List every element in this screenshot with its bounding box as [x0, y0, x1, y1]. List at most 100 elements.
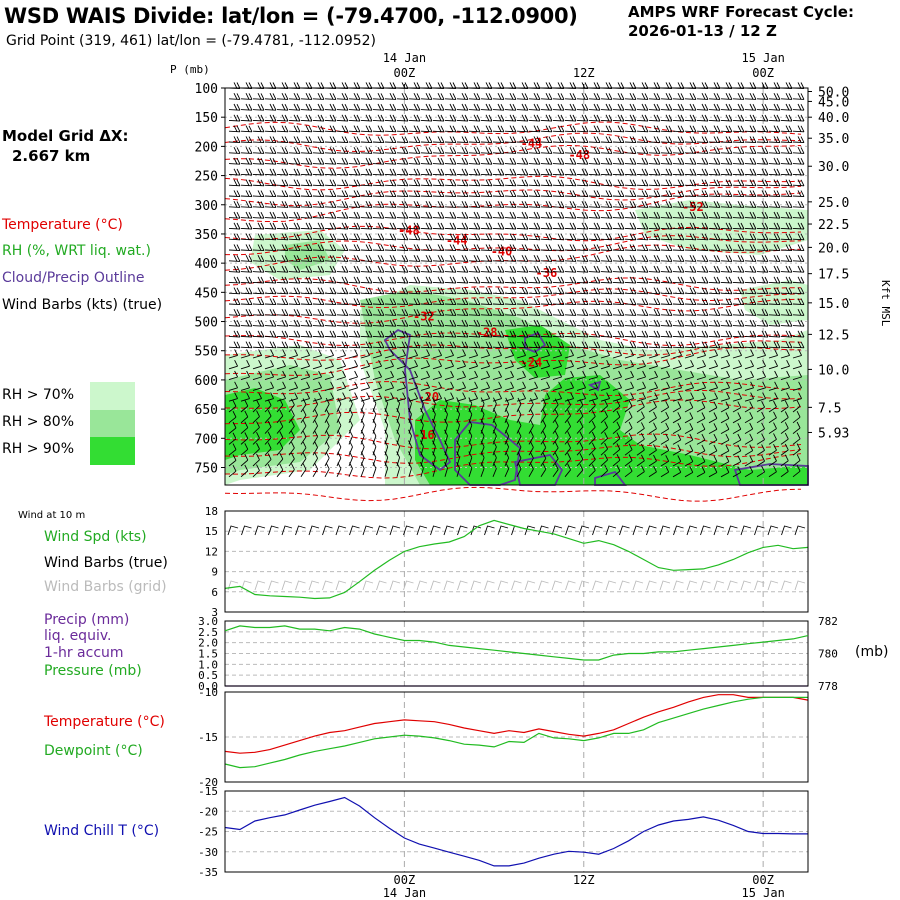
wind-barb: [300, 157, 313, 165]
wind-barb: [228, 92, 241, 100]
wind-barb: [636, 400, 645, 413]
wind-barb: [576, 349, 587, 359]
wind-barb: [720, 146, 733, 154]
wind-barb: [756, 349, 767, 359]
wind-barb: [300, 211, 313, 219]
wind-barb: [660, 401, 670, 413]
wind-barb: [684, 276, 697, 284]
wind-barb: [444, 341, 457, 349]
wind-barb: [312, 341, 325, 349]
wind-barb: [480, 319, 493, 327]
wind-barb: [780, 370, 791, 381]
wind-barb: [384, 254, 397, 262]
wind-barb: [252, 200, 265, 208]
wind-barb: [360, 308, 373, 316]
wind-barb: [420, 254, 433, 262]
wind-barb: [768, 370, 779, 381]
wind-barb: [552, 330, 565, 338]
wind-barb: [636, 276, 649, 284]
wind-barb: [444, 222, 457, 230]
height-tick-label: 10.0: [818, 363, 849, 378]
wind-barb: [456, 298, 469, 306]
panel-y-tick-label: 2.0: [198, 637, 218, 650]
wind-barb: [576, 233, 589, 241]
wind-barb: [636, 211, 649, 219]
wind-barb: [348, 298, 361, 306]
wind-barb: [468, 146, 481, 154]
surface-wind-barb: [281, 525, 293, 536]
wind-barb: [288, 276, 301, 284]
chart-title: WSD WAIS Divide: lat/lon = (-79.4700, -1…: [4, 4, 578, 28]
wind-barb: [444, 276, 457, 284]
grid-wind-barb: [740, 580, 752, 591]
wind-barb: [708, 244, 721, 252]
wind-barb: [624, 168, 637, 176]
wind-barb: [348, 92, 361, 100]
wind-barb: [636, 298, 649, 306]
surface-wind-barb: [362, 525, 374, 536]
wind-barb: [420, 381, 431, 391]
wind-barb: [600, 442, 609, 456]
wind-barb: [432, 190, 445, 198]
wind-barb: [696, 222, 709, 230]
wind-barb: [348, 211, 361, 219]
wind-barb: [576, 308, 589, 316]
wind-barb: [516, 319, 529, 327]
wind-barb: [492, 190, 505, 198]
wind-barb: [372, 211, 385, 219]
wind-barb: [360, 349, 371, 359]
wind-barb: [396, 168, 409, 176]
wind-barb: [492, 136, 505, 144]
wind-barb: [540, 222, 553, 230]
wind-barb: [276, 157, 289, 165]
wind-barb: [420, 168, 433, 176]
wind-barb: [564, 420, 572, 434]
wind-barb: [480, 440, 485, 456]
wind-barb: [732, 190, 745, 198]
wind-barb: [300, 244, 313, 252]
wind-barb: [540, 370, 551, 381]
wind-barb: [576, 125, 589, 133]
wind-barb: [312, 392, 323, 402]
wind-barb: [528, 349, 539, 359]
wind-barb: [408, 211, 421, 219]
wind-barb: [588, 381, 599, 391]
wind-barb: [624, 125, 637, 133]
wind-barb: [708, 455, 718, 467]
wind-barb: [732, 455, 742, 467]
wind-barb: [312, 287, 325, 295]
wind-barb: [444, 114, 457, 122]
wind-barb: [552, 430, 559, 445]
wind-barb: [264, 146, 277, 154]
wind-barb: [636, 359, 647, 370]
wind-barb: [732, 444, 742, 456]
wind-barb: [516, 157, 529, 165]
wind-barb: [696, 392, 707, 402]
wind-barb: [756, 444, 766, 456]
wind-barb: [252, 392, 263, 402]
pressure-tick-label: 100: [195, 82, 218, 97]
grid-wind-barb: [578, 580, 590, 591]
wind-barb: [672, 359, 683, 370]
wind-barb: [264, 287, 277, 295]
windchill-panel: -35-30-25-20-15: [198, 785, 809, 879]
wind-barb: [744, 233, 757, 241]
wind-barb: [252, 330, 265, 338]
wind-barb: [324, 451, 330, 467]
wind-barb: [312, 222, 325, 230]
wind-barb: [576, 319, 589, 327]
wind-barb: [276, 168, 289, 176]
wind-barb: [228, 421, 237, 434]
wind-barb: [540, 103, 553, 111]
wind-barb: [528, 397, 534, 413]
wind-barb: [540, 179, 553, 187]
wind-barb: [504, 381, 515, 391]
wind-barb: [636, 233, 649, 241]
wind-barb: [780, 125, 793, 133]
panel-y-tick-label: 1.0: [198, 658, 218, 671]
wind-barb: [336, 168, 349, 176]
wind-barb: [732, 349, 743, 359]
wind-barb: [468, 125, 481, 133]
wind-barb: [660, 341, 673, 349]
wind-barb: [348, 392, 359, 402]
